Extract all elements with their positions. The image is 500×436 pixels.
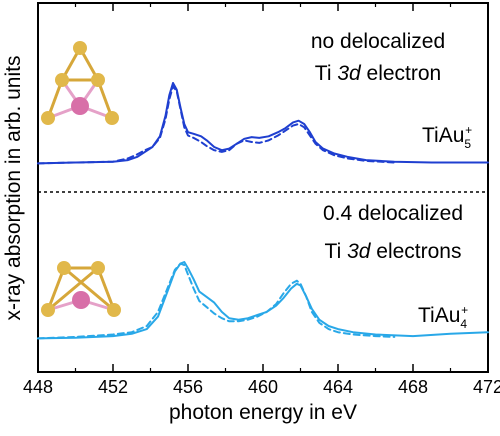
x-tick-label: 448 [23,377,53,397]
x-tick-label: 452 [98,377,128,397]
panel-annotation-line: Ti 3d electrons [325,240,462,263]
x-axis-label: photon energy in eV [169,401,357,424]
au-atom [57,261,71,275]
ti-atom [71,97,89,115]
x-tick-label: 464 [323,377,353,397]
series-layer [37,82,489,340]
au-atom [41,303,55,317]
y-axis-label: x-ray absorption in arb. units [2,56,25,321]
annotation-fragment: no delocalized [311,30,445,53]
series-label-base: TiAu [422,124,464,147]
annotation-fragment: 0.4 delocalized [323,202,463,225]
panel-annotation-line: Ti 3d electron [315,62,441,85]
ti-atom [72,291,90,309]
series-line-4-dashed [37,262,396,340]
series-label: TiAu4+ [418,303,468,331]
series-label-base: TiAu [418,304,460,327]
annotation-fragment: 3d [347,240,372,263]
au-atom [91,73,105,87]
series-line-5-dashed [37,85,396,165]
series-line-5-solid [37,82,489,165]
x-tick-label: 456 [173,377,203,397]
annotation-fragment: electrons [370,240,461,263]
x-tick-label: 468 [398,377,428,397]
x-axis-tick-labels: 448 452 456 460 464 468 472 [23,377,500,397]
au-atom [73,41,87,55]
annotation-fragment: electron [361,62,442,85]
series-label-superscript: + [465,123,472,137]
au-atom [91,261,105,275]
au-atom [55,73,69,87]
au-atom [105,111,119,125]
series-line-4-solid [37,261,489,340]
panel-annotation-line: 0.4 delocalized [323,202,463,225]
x-tick-label: 472 [473,377,500,397]
series-label-subscript: 4 [460,317,467,331]
au-atom [41,111,55,125]
annotation-fragment: Ti [315,62,338,85]
annotation-fragment: Ti [325,240,348,263]
x-axis-ticks [37,3,489,372]
x-tick-label: 460 [248,377,278,397]
series-label: TiAu5+ [422,123,472,151]
annotation-fragment: 3d [337,62,362,85]
panel-annotation-line: no delocalized [311,30,445,53]
cluster-structure-tiau4 [41,261,121,317]
series-label-subscript: 5 [464,137,471,151]
au-atom [107,303,121,317]
cluster-structure-tiau5 [41,41,119,125]
series-label-superscript: + [461,303,468,317]
